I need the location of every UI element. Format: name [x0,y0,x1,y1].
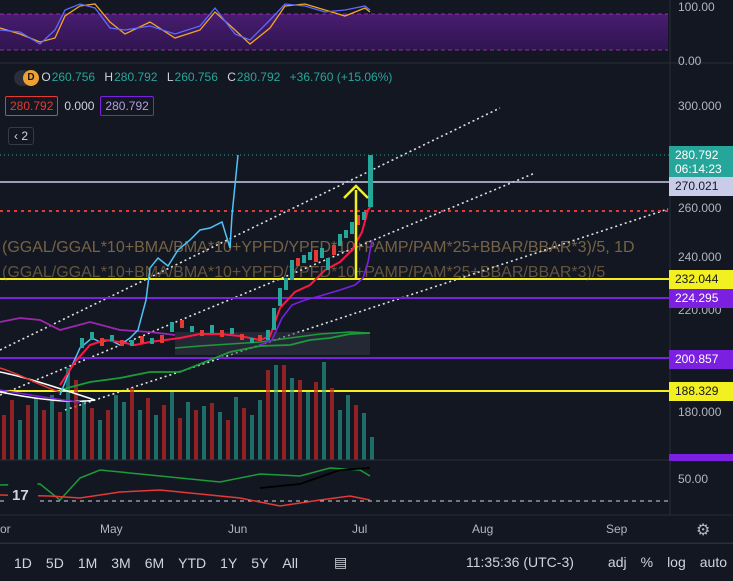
last-price-value: 280.792 [675,148,719,162]
input-c[interactable]: 280.792 [100,96,154,116]
input-b: 0.000 [64,99,95,113]
timeframe-1y[interactable]: 1Y [220,554,238,571]
price-tick: 260.000 [678,201,722,215]
x-label: Sep [606,522,628,536]
chevron-up-icon: ‹ [14,129,18,143]
price-tick: 300.000 [678,99,722,113]
collapse-indicators-button[interactable]: ‹ 2 [8,127,35,145]
auto-toggle[interactable]: auto [699,554,727,570]
adj-toggle[interactable]: adj [607,554,627,570]
calendar-range-icon[interactable]: ▤ [333,554,348,570]
candles [80,155,373,348]
high-value: 280.792 [114,70,158,85]
log-toggle[interactable]: log [667,554,686,570]
timeframe-6m[interactable]: 6M [144,554,165,571]
rsi-tick-100: 100.00 [678,0,715,14]
change-value: +36.760 (+15.06%) [289,70,393,85]
timeframe-5y[interactable]: 5Y [251,554,269,571]
symbol-logo-icon: D [14,70,39,86]
level-badge: 200.857 [669,350,733,369]
open-label: O [41,70,51,85]
timeframe-ytd[interactable]: YTD [178,554,207,571]
x-label: Jul [352,522,368,536]
settings-gear-icon[interactable]: ⚙ [696,522,711,539]
level-badge: 224.295 [669,289,733,308]
high-label: H [104,70,114,85]
rsi-band [0,14,668,50]
timeframe-3m[interactable]: 3M [111,554,131,571]
open-value: 260.756 [51,70,96,85]
low-label: L [166,70,174,85]
level-badge: 188.329 [669,382,733,401]
clock-time[interactable]: 11:35:36 (UTC-3) [466,554,574,570]
last-price-badge: 280.792 06:14:23 [669,146,733,178]
timeframe-5d[interactable]: 5D [45,554,64,571]
comparison-line [59,154,239,396]
x-label: or [0,522,11,536]
rsi-tick-0: 0.00 [678,54,702,68]
indicator-inputs: 280.792 0.000 280.792 [5,96,154,116]
level-badge-partial [669,454,733,461]
ma-green [59,332,371,391]
formula-text-secondary: (GGAL/GGAL*10+BMA/BMA*10+YPFD/YPFD*10+PA… [2,264,605,281]
close-value: 280.792 [236,70,281,85]
x-label: Jun [228,522,248,536]
osc-green [0,467,371,502]
low-value: 260.756 [174,70,218,85]
percent-toggle[interactable]: % [640,554,654,570]
timeframe-1d[interactable]: 1D [14,554,32,571]
osc-tick: 50.00 [678,472,709,486]
ohlc-legend: D O260.756 H280.792 L260.756 C280.792 +3… [14,70,398,86]
level-badge: 232.044 [669,270,733,289]
rsi-line-orange [0,3,371,45]
timeframe-toolbar: 1D 5D 1M 3M 6M YTD 1Y 5Y All ▤ 11:35:36 … [0,543,733,581]
price-tick: 240.000 [678,250,722,264]
countdown-value: 06:14:23 [675,162,722,176]
collapse-count: 2 [21,129,29,143]
timeframe-1m[interactable]: 1M [77,554,98,571]
x-label: May [100,522,123,536]
osc-black [259,467,371,489]
svg-text:17: 17 [12,487,29,504]
price-tick: 180.000 [678,405,722,419]
volume-bars [2,362,374,460]
tradingview-logo: 17 [8,482,38,506]
formula-text: (GGAL/GGAL*10+BMA/BMA*10+YPFD/YPFD*10+PA… [2,239,635,256]
input-a[interactable]: 280.792 [5,96,59,116]
timeframe-all[interactable]: All [282,554,298,571]
level-badge: 270.021 [669,177,733,196]
osc-red [0,489,371,507]
x-label: Aug [472,522,494,536]
rsi-line-blue [0,3,371,45]
close-label: C [227,70,236,85]
